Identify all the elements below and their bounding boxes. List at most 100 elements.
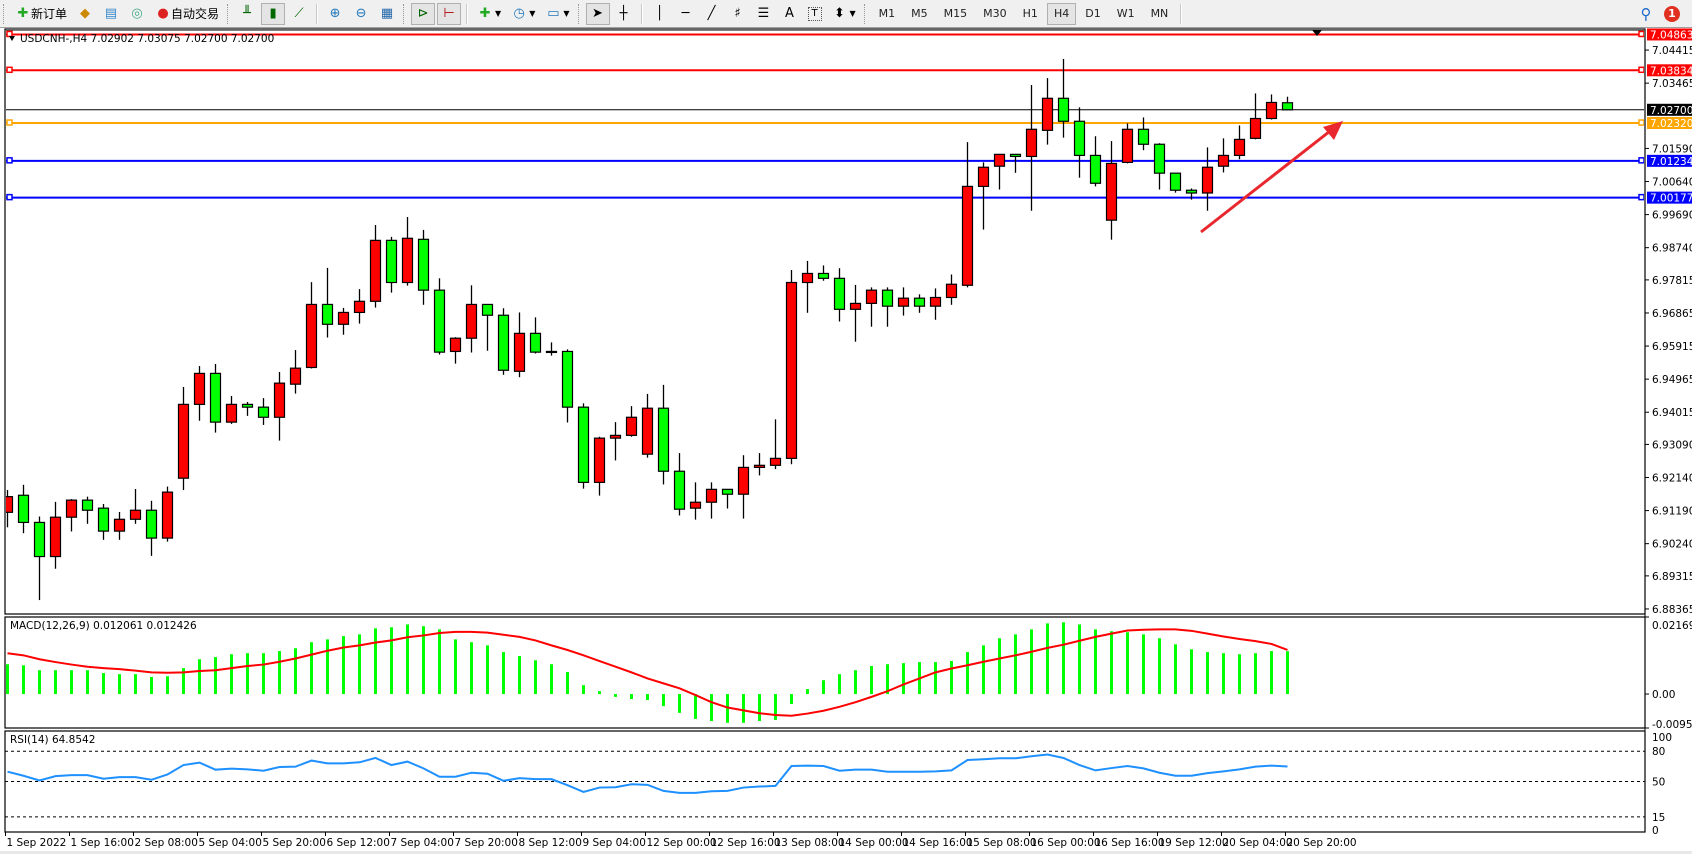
price-tag (1647, 28, 1692, 41)
fibonacci-button[interactable]: ♯ (726, 3, 750, 25)
rsi-pane-frame (4, 730, 1646, 833)
templates-icon: ▭ (547, 5, 560, 21)
macd-histogram-bar (886, 664, 889, 695)
text-icon: A (785, 5, 794, 21)
candle-body (817, 272, 830, 279)
timeframe-w1-button[interactable]: W1 (1116, 7, 1135, 20)
rsi-label: RSI(14) 64.8542 (10, 734, 95, 746)
candle-body (465, 303, 478, 339)
macd-histogram-bar (1094, 629, 1097, 695)
candlestick-icon: ▮ (269, 5, 277, 21)
market-watch-button[interactable]: ◆ (73, 3, 97, 25)
navigator-button[interactable]: ▤ (99, 3, 123, 25)
candle-body (113, 518, 126, 532)
macd-histogram-bar (246, 653, 249, 695)
search-icon[interactable]: ⚲ (1640, 4, 1652, 23)
bar-chart-button[interactable]: ╨ (235, 3, 259, 25)
candle-body (1265, 101, 1278, 120)
time-tick-label: 20 Sep 04:00 (1223, 837, 1293, 849)
macd-histogram-bar (214, 657, 217, 695)
timeframe-mn-button[interactable]: MN (1150, 7, 1169, 20)
time-tick-label: 2 Sep 08:00 (135, 837, 198, 849)
price-tag (1647, 154, 1692, 167)
candle-body (897, 297, 910, 307)
candlestick-button[interactable]: ▮ (261, 2, 286, 25)
macd-histogram-bar (6, 664, 9, 695)
arrows-button[interactable]: ⬍ ▼ (828, 3, 860, 25)
autoscroll-button[interactable]: ⊳ (411, 2, 436, 25)
zoom-out-button[interactable]: ⊖ (349, 3, 373, 25)
toolbar-grip[interactable] (577, 3, 582, 24)
toolbar-grip[interactable] (3, 3, 7, 24)
macd-histogram-bar (390, 627, 393, 695)
indicators-button[interactable]: ✚ ▼ (473, 3, 505, 25)
candle-body (785, 281, 798, 459)
price-tick-label: 7.03465 (1652, 78, 1692, 90)
price-tag (1647, 103, 1692, 116)
candle-body (289, 367, 302, 385)
rsi-tick-label: 100 (1652, 732, 1672, 744)
macd-histogram-bar (998, 638, 1001, 695)
tile-windows-button[interactable]: ▦ (375, 3, 399, 25)
text-button[interactable]: A (778, 3, 802, 25)
zoom-in-button[interactable]: ⊕ (323, 3, 347, 25)
candle-body (321, 303, 334, 325)
macd-histogram-bar (262, 653, 265, 695)
templates-button[interactable]: ▭ ▼ (541, 3, 573, 25)
timeframe-m30-button[interactable]: M30 (983, 7, 1007, 20)
candle-body (561, 350, 574, 408)
timeframe-m15-button[interactable]: M15 (943, 7, 968, 20)
trendline-button[interactable]: ╱ (700, 3, 724, 25)
macd-histogram-bar (22, 665, 25, 695)
fibo-fan-button[interactable]: ☰ (752, 3, 776, 25)
line-anchor-handle (6, 119, 13, 126)
toolbar-grip[interactable] (863, 3, 868, 24)
candle-body (33, 521, 46, 558)
toolbar-grip[interactable] (227, 3, 231, 24)
candle-body (145, 509, 158, 539)
signals-button[interactable]: ◎ (125, 3, 149, 25)
timeframe-m5-button[interactable]: M5 (911, 7, 928, 20)
price-tick-label: 6.99690 (1652, 210, 1692, 222)
collapse-triangle-icon (9, 36, 15, 41)
macd-histogram-bar (870, 665, 873, 695)
new-order-button[interactable]: ✚ 新订单 (11, 3, 71, 25)
candle-body (929, 296, 942, 307)
macd-histogram-bar (1254, 653, 1257, 695)
candle-body (257, 406, 270, 418)
chart-shift-button[interactable]: ⊢ (437, 2, 462, 25)
candle-body (1009, 153, 1022, 158)
timeframe-m1-button[interactable]: M1 (878, 7, 896, 20)
auto-trade-button[interactable]: ● 自动交易 (151, 3, 223, 25)
macd-histogram-bar (1110, 631, 1113, 695)
line-chart-button[interactable]: ⟋ (287, 3, 311, 25)
price-tick-label: 7.04415 (1652, 45, 1692, 57)
notification-badge[interactable]: 1 (1664, 5, 1680, 22)
toolbar-grip[interactable] (403, 3, 407, 24)
cursor-button[interactable]: ➤ (585, 2, 610, 25)
autoscroll-icon: ⊳ (417, 5, 429, 21)
price-tag-label: 7.00177 (1650, 193, 1692, 205)
timeframe-h4-button[interactable]: H4 (1046, 2, 1077, 25)
macd-histogram-bar (486, 645, 489, 695)
horizontal-line-button[interactable]: ─ (674, 3, 698, 25)
candle-body (657, 407, 670, 472)
periods-button[interactable]: ◷ ▼ (507, 3, 539, 25)
time-tick-label: 20 Sep 20:00 (1287, 837, 1357, 849)
line-anchor-handle (1638, 30, 1644, 38)
macd-histogram-bar (1270, 651, 1273, 695)
timeframe-d1-button[interactable]: D1 (1085, 7, 1101, 20)
line-chart-icon: ⟋ (294, 5, 304, 21)
candle-body (417, 238, 430, 291)
macd-histogram-bar (278, 651, 281, 695)
text-label-button[interactable]: T (804, 3, 826, 25)
timeframe-group: M1 M5 M15 M30 H1 H4 D1 W1 MN (871, 2, 1177, 25)
candle-body (497, 314, 510, 371)
macd-histogram-bar (902, 663, 905, 695)
timeframe-h1-button[interactable]: H1 (1022, 7, 1038, 20)
trend-arrow (1200, 126, 1335, 234)
macd-histogram-bar (838, 674, 841, 695)
vertical-line-button[interactable]: │ (648, 3, 672, 25)
crosshair-button[interactable]: ┼ (612, 3, 636, 25)
